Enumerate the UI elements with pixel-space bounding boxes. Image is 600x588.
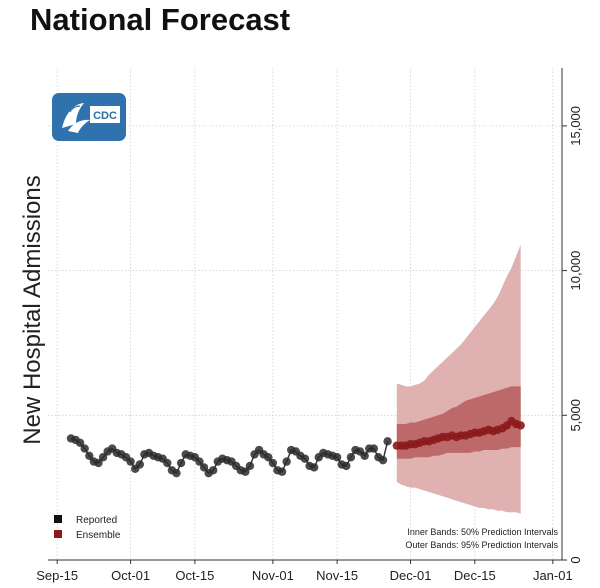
reported-point bbox=[172, 468, 181, 478]
reported-point bbox=[309, 463, 319, 472]
reported-point bbox=[378, 455, 388, 465]
reported-point bbox=[176, 458, 186, 468]
reported-point bbox=[94, 458, 103, 468]
annotation-outer-bands: Outer Bands: 95% Prediction Intervals bbox=[405, 540, 558, 550]
reported-point bbox=[85, 451, 94, 461]
band-95-percent bbox=[396, 244, 521, 514]
y-tick-label-0: 0 bbox=[568, 556, 583, 563]
cdc-logo: CDC bbox=[52, 93, 126, 141]
reported-point bbox=[241, 467, 250, 476]
series-points bbox=[66, 416, 525, 478]
reported-point bbox=[75, 438, 85, 447]
hhs-eagle-icon bbox=[62, 103, 90, 133]
annotation-inner-bands: Inner Bands: 50% Prediction Intervals bbox=[407, 527, 558, 537]
reported-point bbox=[300, 454, 310, 463]
reported-point bbox=[264, 453, 273, 462]
annotations: Inner Bands: 50% Prediction Intervals Ou… bbox=[405, 527, 558, 550]
x-tick-label-3: Nov-01 bbox=[252, 568, 294, 583]
legend-label-ensemble: Ensemble bbox=[76, 530, 121, 541]
y-tick-label-2: 10,000 bbox=[568, 251, 583, 291]
x-tick-label-4: Nov-15 bbox=[316, 568, 358, 583]
reported-point bbox=[268, 458, 278, 468]
reported-point bbox=[383, 437, 392, 446]
axes: Sep-15 Oct-01 Oct-15 Nov-01 Nov-15 Dec-01 Dec-… bbox=[36, 68, 583, 583]
reported-point bbox=[245, 461, 255, 471]
reported-point bbox=[163, 458, 172, 468]
reported-point bbox=[282, 457, 291, 466]
y-axis-label: New Hospital Admissions bbox=[19, 175, 46, 444]
x-tick-label-2: Oct-15 bbox=[175, 568, 214, 583]
reported-point bbox=[80, 444, 89, 453]
legend-label-reported: Reported bbox=[76, 515, 117, 526]
x-tick-label-6: Dec-15 bbox=[454, 568, 496, 583]
cdc-logo-plate bbox=[90, 106, 120, 123]
prediction-bands bbox=[396, 244, 521, 514]
reported-point bbox=[360, 451, 369, 461]
reported-point bbox=[126, 457, 135, 466]
reported-point bbox=[346, 453, 356, 462]
ensemble-point bbox=[516, 421, 525, 430]
legend-swatch-ensemble bbox=[54, 530, 62, 538]
x-tick-label-5: Dec-01 bbox=[390, 568, 432, 583]
x-tick-label-7: Jan-01 bbox=[533, 568, 573, 583]
reported-point bbox=[332, 453, 342, 462]
chart-title: National Forecast bbox=[30, 2, 291, 37]
y-tick-label-3: 15,000 bbox=[568, 106, 583, 146]
x-tick-label-0: Sep-15 bbox=[36, 568, 78, 583]
reported-point bbox=[98, 453, 108, 462]
reported-point bbox=[277, 467, 287, 476]
reported-point bbox=[135, 460, 144, 469]
reported-point bbox=[209, 466, 218, 475]
legend: Reported Ensemble bbox=[54, 515, 121, 541]
legend-swatch-reported bbox=[54, 515, 62, 523]
reported-point bbox=[195, 457, 204, 466]
reported-point bbox=[342, 461, 351, 471]
reported-point bbox=[199, 463, 209, 472]
y-tick-label-1: 5,000 bbox=[568, 399, 583, 432]
x-tick-label-1: Oct-01 bbox=[111, 568, 150, 583]
reported-point bbox=[369, 444, 379, 453]
cdc-logo-text: CDC bbox=[93, 110, 117, 122]
